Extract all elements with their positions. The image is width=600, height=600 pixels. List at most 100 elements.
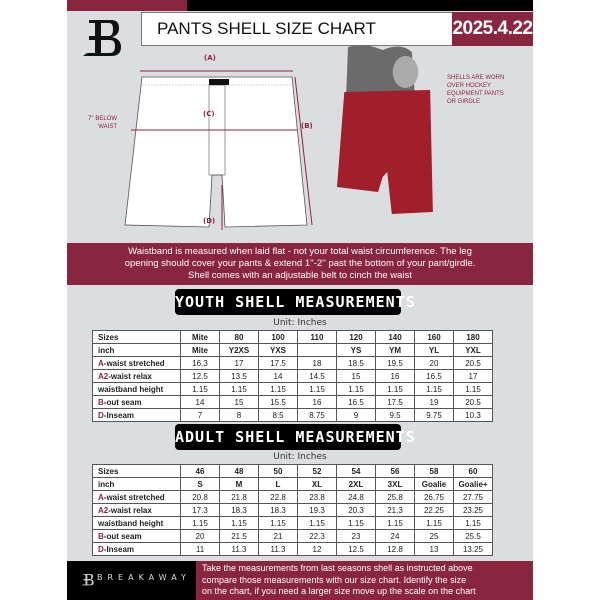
pants-diagram [124,70,313,230]
row-label-prefix: B [98,531,104,541]
row-label: A2-waist relax [92,503,181,517]
table-cell: 17.5 [375,395,415,409]
table-cell: 180 [453,330,493,344]
table-cell: 8 [219,408,259,422]
table-cell: 18.5 [336,356,376,370]
youth-unit: Unit: Inches [273,318,327,328]
table-cell: 17.5 [258,356,298,370]
below-waist-note: 7'' BELOW WAIST [77,115,117,131]
table-cell: 16.5 [414,369,454,383]
date-badge: 2025.4.22 [452,12,533,46]
table-row: A-waist stretched 16.3 17 17.5 18 18.5 19.5 20 2… [92,356,493,370]
row-label: A-waist stretched [92,490,181,504]
table-cell: 1.15 [453,516,493,530]
table-cell: 1.15 [258,382,298,396]
table-cell: 15 [336,369,376,383]
table-cell: 3XL [375,477,415,491]
table-cell: 100 [258,330,298,344]
table-cell: YXS [258,343,298,357]
table-cell: 13 [414,542,454,556]
youth-size-table: Sizes Mite 80 100 110 120 140 160 180 inch Mite Y2X… [92,330,493,422]
table-cell: 21 [258,529,298,543]
table-cell: 1.15 [453,382,493,396]
table-cell: 22.8 [258,490,298,504]
note-line: EQUIPMENT PANTS [447,91,504,97]
table-cell: 23.8 [297,490,337,504]
table-cell: 1.15 [180,516,220,530]
table-cell [297,343,337,357]
table-cell: 22.25 [414,503,454,517]
table-cell: Goalie+ [453,477,493,491]
row-label-text: waistband height [98,384,164,394]
adult-title: ADULT SHELL MEASUREMENTS [175,424,415,450]
row-label: D-Inseam [92,408,181,422]
table-cell: 21.5 [219,529,259,543]
table-cell: 20 [180,529,220,543]
row-label-prefix: B [98,397,104,407]
row-label-text: Sizes [98,332,119,342]
table-cell: XL [297,477,337,491]
table-cell: 7 [180,408,220,422]
table-cell: Goalie [414,477,454,491]
row-label-text: -Inseam [103,410,135,420]
table-cell: 23 [336,529,376,543]
table-cell: 11 [180,542,220,556]
row-label-prefix: A [98,358,104,368]
row-label-text: -waist stretched [103,358,165,368]
row-label-text: -waist stretched [103,492,165,502]
table-cell: 20.5 [453,395,493,409]
table-cell: 9.5 [375,408,415,422]
table-cell: 12.8 [375,542,415,556]
table-row: B-out seam 14 15 15.5 16 16.5 17.5 19 20.5 [92,395,493,409]
table-row: inch S M L XL 2XL 3XL Goalie Goalie+ [92,477,493,491]
table-cell: 14 [258,369,298,383]
footer-brand-block [67,561,196,600]
row-label: B-out seam [92,395,181,409]
footer-line: on the chart, if you need a larger size … [202,586,476,596]
table-cell: 10.3 [453,408,493,422]
table-cell: 50 [258,464,298,478]
row-label: D-Inseam [92,542,181,556]
table-cell: 19 [414,395,454,409]
table-cell: 17 [219,356,259,370]
table-cell: 160 [414,330,454,344]
table-cell: 60 [453,464,493,478]
table-row: inch Mite Y2XS YXS YS YM YL YXL [92,343,493,357]
table-row: D-Inseam 7 8 8.5 8.75 9 9.5 9.75 10.3 [92,408,493,422]
table-cell: 24 [375,529,415,543]
table-cell: 25.5 [453,529,493,543]
brand-name: BREAKAWAY [97,573,191,582]
table-cell: S [180,477,220,491]
adult-unit: Unit: Inches [273,452,327,462]
table-cell: 110 [297,330,337,344]
table-cell: 18 [297,356,337,370]
row-label-text: inch [98,345,115,355]
table-cell: 11.3 [258,542,298,556]
label-a: (A) [204,54,216,62]
table-row: A2-waist relax 12.5 13.5 14 14.5 15 16 16.5 17 [92,369,493,383]
table-cell: YXL [453,343,493,357]
table-row: A2-waist relax 17.3 18.3 18.3 19.3 20.3 21.3 22… [92,503,493,517]
table-cell: 1.15 [414,516,454,530]
page-title: PANTS SHELL SIZE CHART [141,12,453,46]
row-label-text: -waist relax [108,505,152,515]
table-cell: 21.3 [375,503,415,517]
table-cell: 1.15 [375,516,415,530]
table-cell: 12.5 [336,542,376,556]
table-cell: 58 [414,464,454,478]
top-bar [187,0,533,11]
table-cell: 120 [336,330,376,344]
info-line: Waistband is measured when laid flat - n… [128,246,472,257]
shell-photo [337,45,433,214]
table-cell: 46 [180,464,220,478]
size-chart-sheet: PANTS SHELL SIZE CHART 2025.4.22 (A) (C)… [67,0,533,600]
table-cell: 20.3 [336,503,376,517]
table-cell: 8.75 [297,408,337,422]
row-label-prefix: A [98,492,104,502]
table-cell: 1.15 [336,382,376,396]
table-row: waistband height 1.15 1.15 1.15 1.15 1.15 1.15… [92,382,493,396]
table-cell: Mite [180,343,220,357]
table-cell: 16 [375,369,415,383]
table-cell: 48 [219,464,259,478]
table-row: B-out seam 20 21.5 21 22.3 23 24 25 25.5 [92,529,493,543]
